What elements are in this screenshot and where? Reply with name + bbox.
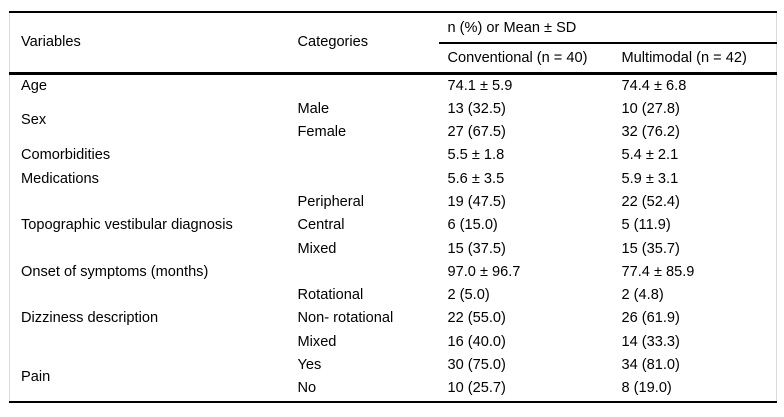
category-cell: Rotational xyxy=(297,287,364,304)
conventional-value-cell: 22 (55.0) xyxy=(447,310,506,327)
table-body: Age 74.1 ± 5.9 74.4 ± 6.8 Sex Male 13 (32.5) 1… xyxy=(10,73,777,402)
conventional-value-cell: 6 (15.0) xyxy=(447,217,498,234)
header-row-groups: Conventional (n = 40) Multimodal (n = 42… xyxy=(10,43,777,75)
conventional-value-cell: 15 (37.5) xyxy=(447,240,506,257)
multimodal-group-header: Multimodal (n = 42) xyxy=(614,43,777,75)
multimodal-value-cell: 5.9 ± 3.1 xyxy=(621,170,679,187)
variable-cell: Topographic vestibular diagnosis xyxy=(21,217,233,234)
conventional-value-cell: 2 (5.0) xyxy=(447,287,490,304)
multimodal-value-cell: 8 (19.0) xyxy=(621,380,672,397)
variable-cell: Sex xyxy=(21,112,47,129)
table-row: Topographic vestibular diagnosis Peripher… xyxy=(10,191,777,233)
stats-table-container: Variables Categories n (%) or Mean ± SD … xyxy=(9,11,778,403)
table-row: Medications 5.6 ± 3.5 5.9 ± 3.1 xyxy=(10,168,777,191)
category-cell: No xyxy=(297,380,317,397)
table-row: Central 6 (15.0) 5 (11.9) xyxy=(10,214,777,237)
table-row: Pain Yes 30 (75.0) 34 (81.0) xyxy=(10,354,777,385)
multimodal-value-cell: 15 (35.7) xyxy=(621,240,680,257)
variables-column-header: Variables xyxy=(9,12,297,75)
measure-span-header: n (%) or Mean ± SD xyxy=(438,12,777,44)
multimodal-value-cell: 5.4 ± 2.1 xyxy=(621,147,679,164)
table-row: Non- rotational 22 (55.0) 26 (61.9) xyxy=(10,307,777,330)
table-row: Female 27 (67.5) 32 (76.2) xyxy=(10,121,777,144)
variable-cell: Comorbidities xyxy=(21,147,111,164)
conventional-value-cell: 19 (47.5) xyxy=(447,193,506,210)
multimodal-value-cell: 34 (81.0) xyxy=(621,357,680,374)
patient-characteristics-table: Variables Categories n (%) or Mean ± SD … xyxy=(9,11,778,403)
table-row: Dizziness description Rotational 2 (5.0) 2 … xyxy=(10,284,777,326)
variable-cell: Dizziness description xyxy=(21,310,159,327)
multimodal-value-cell: 77.4 ± 85.9 xyxy=(621,263,695,280)
category-cell: Central xyxy=(297,217,345,234)
category-cell xyxy=(297,144,439,167)
header-row-top: Variables Categories n (%) or Mean ± SD xyxy=(9,12,777,75)
multimodal-value-cell: 14 (33.3) xyxy=(621,333,680,350)
table-row: No 10 (25.7) 8 (19.0) xyxy=(10,377,777,401)
table-row: Onset of symptoms (months) 97.0 ± 96.7 77.… xyxy=(10,261,777,284)
variable-cell: Onset of symptoms (months) xyxy=(21,263,209,280)
table-row: Mixed 16 (40.0) 14 (33.3) xyxy=(10,331,777,354)
multimodal-value-cell: 5 (11.9) xyxy=(621,217,671,234)
conventional-value-cell: 30 (75.0) xyxy=(447,357,506,374)
category-cell: Mixed xyxy=(297,240,337,257)
conventional-value-cell: 27 (67.5) xyxy=(447,124,506,141)
conventional-value-cell: 10 (25.7) xyxy=(447,380,506,397)
variable-cell: Pain xyxy=(21,368,51,385)
category-cell: Male xyxy=(297,100,330,117)
category-cell xyxy=(297,73,439,98)
table-row: Age 74.1 ± 5.9 74.4 ± 6.8 xyxy=(10,73,777,98)
categories-column-header: Categories xyxy=(296,12,439,75)
category-cell: Peripheral xyxy=(297,193,365,210)
multimodal-value-cell: 22 (52.4) xyxy=(621,193,680,210)
conventional-value-cell: 74.1 ± 5.9 xyxy=(447,77,513,94)
multimodal-value-cell: 32 (76.2) xyxy=(621,124,680,141)
multimodal-value-cell: 74.4 ± 6.8 xyxy=(621,77,687,94)
variable-cell: Age xyxy=(21,77,47,94)
conventional-value-cell: 97.0 ± 96.7 xyxy=(447,263,521,280)
category-cell xyxy=(297,168,439,191)
conventional-value-cell: 16 (40.0) xyxy=(447,333,506,350)
conventional-value-cell: 5.5 ± 1.8 xyxy=(447,147,505,164)
variable-cell: Medications xyxy=(21,170,99,187)
multimodal-value-cell: 26 (61.9) xyxy=(621,310,680,327)
conventional-value-cell: 5.6 ± 3.5 xyxy=(447,170,505,187)
category-cell: Yes xyxy=(297,357,322,374)
multimodal-value-cell: 10 (27.8) xyxy=(621,100,680,117)
table-header: Variables Categories n (%) or Mean ± SD … xyxy=(9,12,777,75)
category-cell: Mixed xyxy=(297,333,337,350)
conventional-group-header: Conventional (n = 40) xyxy=(438,43,615,75)
conventional-value-cell: 13 (32.5) xyxy=(447,100,506,117)
category-cell: Female xyxy=(297,124,347,141)
table-row: Sex Male 13 (32.5) 10 (27.8) xyxy=(10,98,777,129)
table-row: Mixed 15 (37.5) 15 (35.7) xyxy=(10,238,777,261)
category-cell: Non- rotational xyxy=(297,310,394,327)
multimodal-value-cell: 2 (4.8) xyxy=(621,287,664,304)
category-cell xyxy=(297,261,439,284)
table-row: Comorbidities 5.5 ± 1.8 5.4 ± 2.1 xyxy=(10,144,777,167)
